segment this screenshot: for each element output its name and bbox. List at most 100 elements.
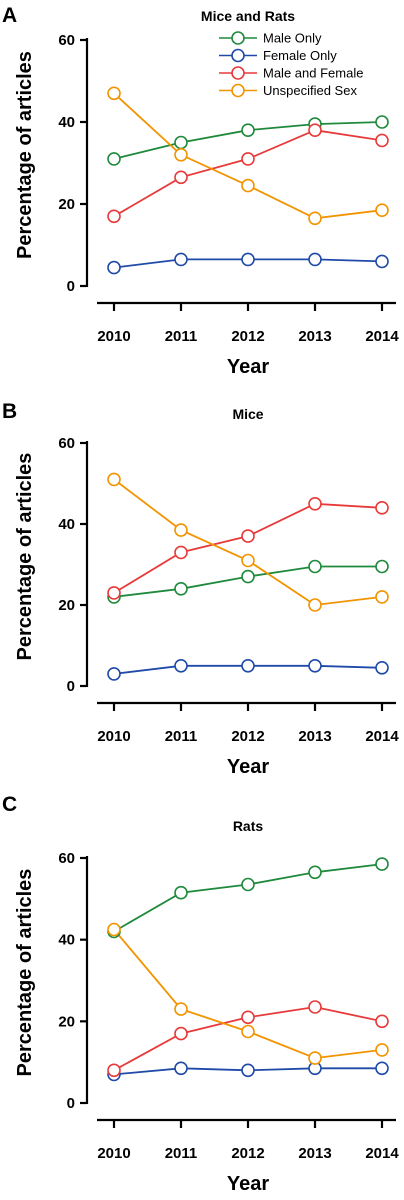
panel-b-x-axis-title: Year [227,756,269,778]
panel-b-series-female-only-point [174,658,188,673]
panel-b-title: Mice [232,406,263,422]
panel-a-series-female-only-point [107,260,121,275]
panel-a-y-tick-label: 40 [58,114,75,131]
panel-a-x-axis-title: Year [227,356,269,378]
panel-c-series-male-only-point [308,865,322,880]
panel-c-x-tick-label: 2012 [231,1145,264,1162]
panel-c-series-male-only-point [174,885,188,900]
panel-c-series-male-and-female-point [241,1010,255,1025]
panel-a-x-tick-label: 2010 [97,328,130,345]
panel-a-series-female-only-point [174,252,188,267]
panel-a-letter: A [2,4,17,27]
panel-c-series-male-and-female-point [308,1000,322,1014]
panel-a-series-male-and-female-point [107,209,121,224]
panel-c-y-tick-label: 40 [58,932,75,949]
panel-a-title: Mice and Rats [201,8,295,24]
panel-b-series-male-and-female-point [375,500,389,515]
panel-c-x-axis-title: Year [227,1173,269,1195]
panel-b-x-tick-label: 2010 [97,728,130,745]
panel-c-x-tick-label: 2014 [365,1145,399,1162]
panel-b-series-male-and-female-point [174,545,188,560]
panel-b-series-unspecified-sex-point [308,598,322,612]
panel-b-y-tick-label: 20 [58,597,75,614]
panel-c-series-male-and-female-point [375,1014,389,1029]
panel-a-series-male-and-female-point [375,133,389,148]
panel-b-series-male-and-female-point [241,529,255,543]
panel-c-x-tick-label: 2011 [165,1145,198,1162]
panel-a-y-tick-label: 0 [67,278,75,295]
panel-c-x-tick-label: 2013 [298,1145,331,1162]
legend-marker [231,48,245,63]
panel-a-series-male-only-point [241,123,255,137]
panel-b-series-male-and-female-point [107,586,121,600]
panel-b-y-axis-title: Percentage of articles [14,453,36,661]
legend-label: Male and Female [263,66,363,81]
panel-a-x-tick-label: 2011 [165,328,198,345]
panel-a-series-male-only-point [174,135,188,150]
panel-a-series-male-and-female-line [113,129,383,218]
legend-label: Male Only [263,31,322,46]
panel-a-series-unspecified-sex-point [308,211,322,226]
panel-b-series-female-only-point [375,660,389,675]
panel-a-series-male-and-female-point [241,152,255,166]
panel-b-series-female-only-point [241,658,255,673]
panel-a-series-female-only-point [241,252,255,267]
panel-a-y-tick-label: 20 [58,196,75,213]
legend-label: Unspecified Sex [263,83,357,98]
panel-a-series-female-only-point [308,252,322,267]
panel-b-y-tick-label: 60 [58,435,75,452]
panel-a-series-unspecified-sex-point [375,203,389,217]
legend-marker [231,66,245,80]
panel-b-series-male-only-point [308,559,322,574]
panel-c-series-unspecified-sex-point [107,922,121,937]
panel-b-series-unspecified-sex-point [375,590,389,604]
panel-c-series-unspecified-sex-point [241,1024,255,1039]
panel-a-x-tick-label: 2013 [298,328,331,345]
panel-b-y-tick-label: 0 [67,678,75,695]
panel-b-series-female-only-point [308,658,322,673]
panel-a-x-tick-label: 2014 [365,328,399,345]
panel-c-y-tick-label: 0 [67,1095,75,1112]
panel-a-series-female-only-point [375,254,389,269]
panel-a-series-male-and-female-point [174,170,188,185]
panel-b-series-male-only-point [241,569,255,584]
panel-c-series-unspecified-sex-point [308,1051,322,1065]
panel-c-y-axis-title: Percentage of articles [14,869,36,1077]
panel-b-series-male-only-point [375,559,389,574]
panel-c-series-unspecified-sex-line [113,928,383,1060]
legend-marker [231,83,245,98]
panel-c-series-unspecified-sex-point [375,1043,389,1057]
panel-c-series-male-and-female-point [107,1063,121,1078]
panel-c-series-female-only-point [241,1063,255,1078]
panel-b-x-tick-label: 2012 [231,728,264,745]
panel-c-series-female-only-point [375,1061,389,1076]
panel-b-series-unspecified-sex-point [174,523,188,537]
panel-a-series-unspecified-sex-point [174,148,188,162]
panel-b-series-male-only-point [174,581,188,596]
panel-b-y-tick-label: 40 [58,516,75,533]
panel-b-x-tick-label: 2011 [165,728,198,745]
panel-b-x-tick-label: 2013 [298,728,331,745]
panel-c-series-male-only-line [113,863,383,933]
legend-marker [231,31,245,45]
panel-c-series-female-only-point [174,1061,188,1076]
panel-c-series-male-and-female-point [174,1026,188,1041]
panel-a-series-male-only-point [107,152,121,166]
panel-c-letter: C [2,793,17,816]
panel-c-y-tick-label: 60 [58,850,75,867]
panel-a-y-axis-title: Percentage of articles [14,51,36,259]
panel-b-series-unspecified-sex-point [107,472,121,487]
panel-a-series-unspecified-sex-point [241,178,255,193]
panel-c-x-tick-label: 2010 [97,1145,130,1162]
panel-a-series-male-and-female-point [308,123,322,137]
panel-b-x-tick-label: 2014 [365,728,399,745]
panel-b-series-male-and-female-point [308,496,322,511]
panel-a-y-tick-label: 60 [58,32,75,49]
panel-a-series-unspecified-sex-point [107,86,121,101]
panel-b-series-unspecified-sex-point [241,553,255,568]
panel-a-x-tick-label: 2012 [231,328,264,345]
legend-label: Female Only [263,48,337,63]
panel-c-series-unspecified-sex-point [174,1002,188,1016]
panel-a-series-male-only-point [375,115,389,129]
